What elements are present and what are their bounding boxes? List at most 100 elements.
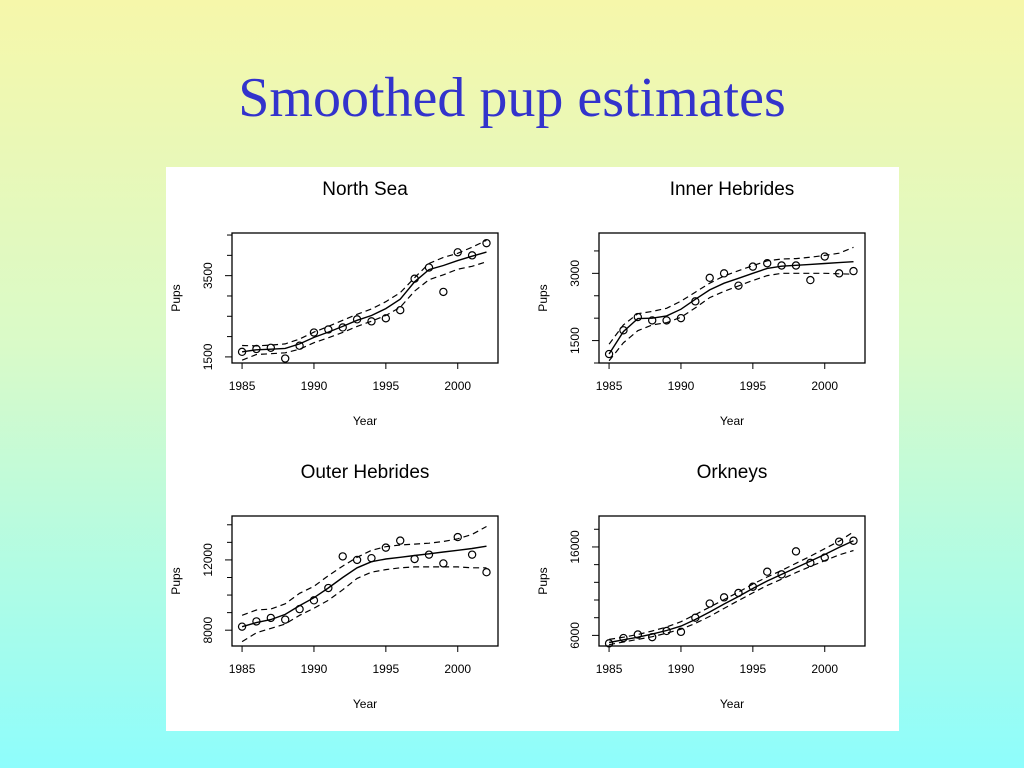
- observed-point: [834, 537, 844, 546]
- chart-title: North Sea: [322, 179, 408, 200]
- x-axis-label: Year: [720, 697, 744, 711]
- y-axis-label: Pups: [536, 284, 550, 311]
- x-tick-label: 2000: [811, 379, 838, 393]
- y-tick-label: 6000: [568, 622, 582, 649]
- observed-point: [280, 354, 290, 363]
- observed-point: [338, 552, 347, 561]
- y-tick-label: 16000: [568, 530, 582, 564]
- chart-title: Orkneys: [697, 462, 768, 483]
- observed-point: [619, 326, 628, 335]
- x-tick-label: 1985: [229, 662, 256, 676]
- plot-frame: [231, 232, 499, 364]
- chart-north-sea: North Sea 1985 1990 1995 2000 1500 3500 Year Pup…: [169, 179, 499, 428]
- observed-point: [662, 316, 671, 325]
- chart-inner-hebrides: Inner Hebrides 1985 1990 1995 2000 1500 3000 Ye…: [536, 179, 866, 428]
- lower-bound-line: [608, 549, 854, 646]
- observed-point: [453, 532, 462, 542]
- observed-point: [705, 599, 714, 608]
- observed-point: [280, 615, 290, 624]
- plot-frame: [231, 515, 499, 647]
- x-tick-label: 1985: [596, 379, 623, 393]
- x-tick-label: 1985: [596, 662, 623, 676]
- chart-grid: North Sea 1985 1990 1995 2000 1500 3500 Year Pup…: [169, 179, 866, 711]
- observed-point: [309, 328, 319, 337]
- observed-point: [806, 275, 815, 285]
- x-tick-label: 1990: [668, 379, 695, 393]
- observed-point: [777, 570, 786, 579]
- x-tick-label: 1995: [739, 662, 766, 676]
- observed-point: [324, 325, 333, 334]
- observed-point: [467, 550, 477, 559]
- observed-point: [266, 343, 276, 352]
- observed-point: [719, 593, 729, 602]
- smoothed-line: [242, 251, 487, 353]
- observed-point: [705, 273, 714, 283]
- y-axis-label: Pups: [169, 284, 183, 311]
- observed-point: [439, 287, 448, 297]
- observed-point: [381, 314, 391, 323]
- chart-orkneys: Orkneys 1985 1990 1995 2000 6000 16000 Year Pups: [536, 462, 866, 711]
- observed-point: [849, 266, 858, 276]
- y-tick-label: 8000: [201, 617, 215, 644]
- plot-frame: [598, 232, 866, 364]
- lower-bound-line: [241, 261, 487, 361]
- observed-point: [849, 536, 858, 545]
- y-tick-label: 1500: [201, 343, 215, 370]
- observed-point: [396, 305, 405, 315]
- x-tick-label: 2000: [444, 379, 471, 393]
- observed-point: [482, 568, 491, 577]
- upper-bound-line: [241, 525, 487, 616]
- chart-title: Inner Hebrides: [670, 179, 795, 200]
- y-axis-label: Pups: [536, 567, 550, 594]
- chart-outer-hebrides: Outer Hebrides 1985 1990 1995 2000 8000 12000 Y…: [169, 462, 499, 711]
- x-tick-label: 1995: [372, 662, 399, 676]
- upper-bound-line: [608, 246, 854, 345]
- observed-point: [633, 312, 643, 322]
- observed-point: [352, 555, 362, 565]
- x-axis-label: Year: [353, 697, 377, 711]
- observed-point: [763, 259, 772, 268]
- y-tick-label: 3500: [201, 262, 215, 289]
- upper-bound-line: [242, 239, 487, 347]
- observed-point: [820, 252, 829, 261]
- observed-point: [604, 349, 614, 359]
- observed-point: [381, 543, 391, 552]
- observed-point: [604, 639, 614, 648]
- x-tick-label: 1995: [372, 379, 399, 393]
- x-tick-label: 1990: [301, 379, 328, 393]
- x-tick-label: 1995: [739, 379, 766, 393]
- lower-bound-line: [608, 272, 854, 362]
- observed-point: [719, 269, 729, 278]
- observed-point: [410, 554, 419, 564]
- chart-title: Outer Hebrides: [301, 462, 430, 483]
- observed-point: [763, 567, 772, 576]
- slide-title: Smoothed pup estimates: [238, 67, 786, 129]
- y-axis-label: Pups: [169, 567, 183, 594]
- x-tick-label: 2000: [444, 662, 471, 676]
- observed-point: [367, 317, 376, 326]
- observed-point: [791, 547, 801, 556]
- x-tick-label: 1990: [301, 662, 328, 676]
- observed-point: [324, 583, 333, 593]
- observed-point: [648, 316, 657, 325]
- lower-bound-line: [241, 566, 487, 643]
- upper-bound-line: [609, 531, 854, 640]
- smoothed-line: [608, 540, 854, 644]
- observed-point: [482, 238, 491, 248]
- observed-point: [734, 281, 743, 290]
- observed-point: [396, 536, 405, 545]
- observed-point: [237, 622, 247, 631]
- x-tick-label: 2000: [811, 662, 838, 676]
- x-axis-label: Year: [720, 414, 744, 428]
- smoothed-line: [241, 545, 487, 628]
- chart-panel: North Sea 1985 1990 1995 2000 1500 3500 Year Pup…: [166, 167, 899, 731]
- y-tick-label: 1500: [568, 327, 582, 354]
- x-axis-label: Year: [353, 414, 377, 428]
- observed-point: [676, 627, 686, 637]
- observed-point: [439, 559, 448, 568]
- y-tick-label: 3000: [568, 260, 582, 287]
- plot-frame: [598, 515, 866, 647]
- x-tick-label: 1985: [229, 379, 256, 393]
- x-tick-label: 1990: [668, 662, 695, 676]
- y-tick-label: 12000: [201, 543, 215, 577]
